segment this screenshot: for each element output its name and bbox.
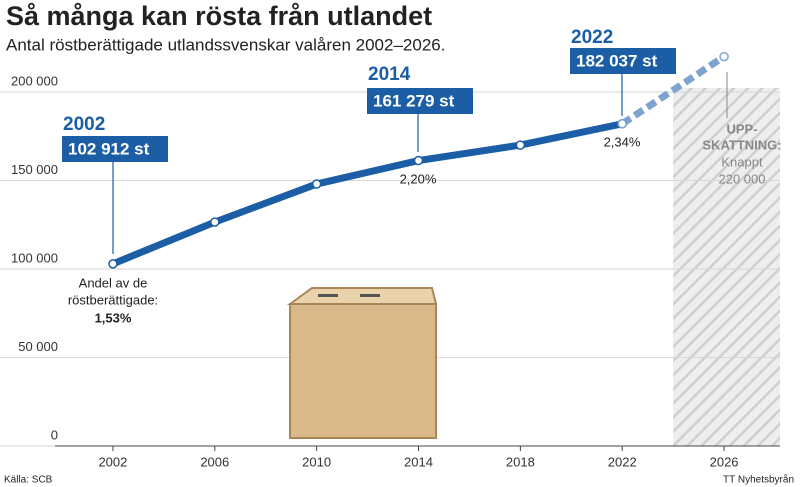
forecast-note: Knappt xyxy=(721,154,763,169)
forecast-note: UPP- xyxy=(726,121,757,136)
x-tick-label: 2022 xyxy=(608,454,637,469)
point xyxy=(719,51,729,62)
point xyxy=(311,179,322,189)
y-tick-label: 150 000 xyxy=(11,162,58,177)
share-label: 2,20% xyxy=(400,171,437,186)
line xyxy=(111,120,623,268)
point xyxy=(617,119,627,129)
share-label: 1,53% xyxy=(95,310,132,325)
share-label: 2,34% xyxy=(604,134,641,149)
forecast-zone xyxy=(673,88,780,446)
line xyxy=(620,53,726,127)
share-note: Andel av de xyxy=(79,275,148,290)
x-tick-label: 2014 xyxy=(404,454,433,469)
callout-value: 182 037 st xyxy=(576,51,658,70)
callout-year: 2022 xyxy=(571,27,613,48)
point xyxy=(210,217,220,227)
ballot-box xyxy=(286,287,438,439)
callout-value: 161 279 st xyxy=(373,91,455,110)
x-tick-label: 2002 xyxy=(98,454,127,469)
x-tick-label: 2010 xyxy=(302,454,331,469)
y-tick-label: 200 000 xyxy=(11,73,58,88)
source: Källa: SCB xyxy=(4,475,53,486)
chart-subtitle: Antal röstberättigade utlandssvenskar va… xyxy=(6,35,445,54)
point xyxy=(515,140,526,150)
point xyxy=(108,259,118,269)
callout-value: 102 912 st xyxy=(68,139,150,158)
x-tick-label: 2018 xyxy=(506,454,535,469)
callout-year: 2014 xyxy=(368,64,411,85)
callout: 2002 102 912 st xyxy=(62,114,168,254)
forecast-note: 220 000 xyxy=(719,171,766,186)
point xyxy=(413,155,424,166)
x-tick-label: 2026 xyxy=(710,454,739,469)
x-tick-label: 2006 xyxy=(200,454,229,469)
chart-title: Så många kan rösta från utlandet xyxy=(6,1,432,31)
share-note: röstberättigade: xyxy=(68,292,158,307)
forecast-note: SKATTNING: xyxy=(702,137,781,152)
callout-year: 2002 xyxy=(63,114,105,135)
callout: 2014 161 279 st xyxy=(367,64,473,152)
credit: TT Nyhetsbyrån xyxy=(723,474,794,486)
y-tick-label: 100 000 xyxy=(11,250,58,265)
y-tick-label: 0 xyxy=(51,427,58,442)
callout: 2022 182 037 st xyxy=(570,27,676,116)
y-tick-label: 50 000 xyxy=(18,339,58,354)
